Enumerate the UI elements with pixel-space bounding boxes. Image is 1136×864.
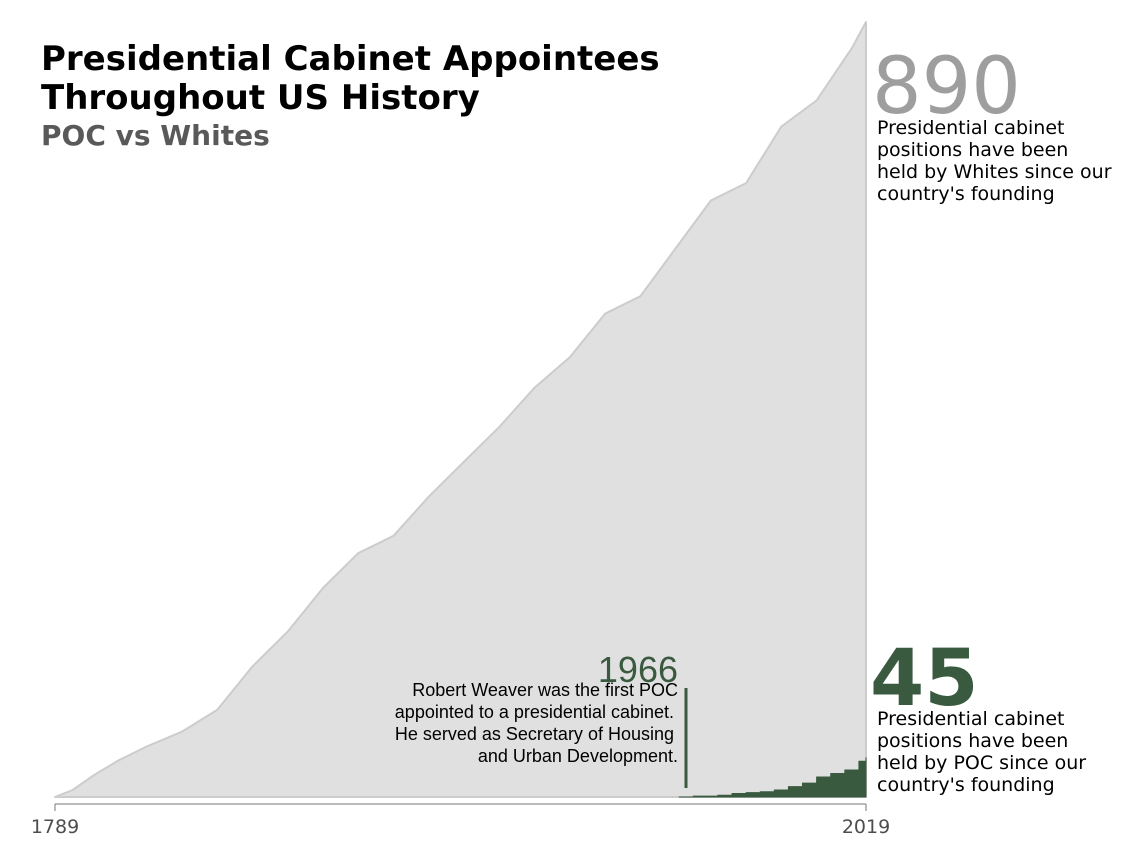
chart-subtitle: POC vs Whites bbox=[41, 119, 270, 152]
whites-desc-line1: Presidential cabinet bbox=[877, 117, 1064, 139]
annotation-line3: He served as Secretary of Housing bbox=[395, 724, 674, 744]
whites-desc-line3: held by Whites since our bbox=[877, 161, 1112, 183]
x-tick-label: 1789 bbox=[31, 816, 79, 838]
annotation-line1: Robert Weaver was the first POC bbox=[412, 680, 678, 700]
x-tick-label: 2019 bbox=[842, 816, 890, 838]
whites-desc-line2: positions have been bbox=[877, 139, 1068, 161]
poc-desc-line2: positions have been bbox=[877, 730, 1068, 752]
poc-desc-line1: Presidential cabinet bbox=[877, 708, 1064, 730]
annotation-line4: and Urban Development. bbox=[478, 746, 678, 766]
poc-desc-line4: country's founding bbox=[877, 774, 1055, 796]
x-axis: 1789 2019 bbox=[31, 804, 890, 838]
chart-title-line2: Throughout US History bbox=[41, 78, 480, 118]
whites-desc-line4: country's founding bbox=[877, 183, 1055, 205]
annotation-line2: appointed to a presidential cabinet. bbox=[395, 702, 674, 722]
poc-desc-line3: held by POC since our bbox=[877, 752, 1086, 774]
chart-title-line1: Presidential Cabinet Appointees bbox=[41, 39, 660, 79]
